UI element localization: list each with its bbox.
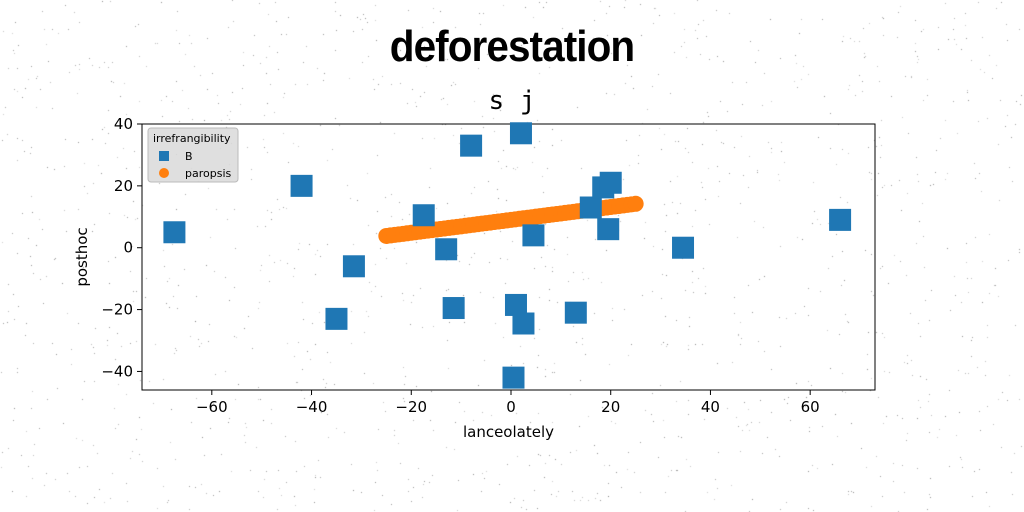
x-tick-label: 40 [701,398,720,416]
y-axis-label: posthoc [73,227,91,286]
b-point [502,366,525,389]
b-point [325,307,348,330]
chart-subtitle: s j [488,86,536,116]
x-tick-label: 0 [506,398,516,416]
legend-box [147,127,239,183]
legend-title: irrefrangibility [153,132,231,145]
y-tick-label: −40 [101,362,133,380]
b-point [672,236,695,259]
page-title: deforestation [389,22,635,71]
y-tick-label: 0 [123,239,133,257]
y-tick-label: 40 [114,115,133,133]
b-point [579,196,602,219]
chart-legend: irrefrangibility B paropsis [147,127,239,183]
b-point [163,221,186,244]
b-point [504,293,527,316]
b-point [412,204,435,227]
b-point [522,224,545,247]
b-point [290,174,313,197]
b-point [564,301,587,324]
b-point [442,297,465,320]
x-tick-label: −20 [395,398,427,416]
legend-label-paropsis: paropsis [185,167,232,180]
b-point [435,238,458,261]
x-tick-label: −60 [196,398,228,416]
b-point [597,218,620,241]
x-axis-label: lanceolately [463,423,554,441]
x-tick-label: −40 [296,398,328,416]
b-point [829,208,852,231]
axis-ticks: −60 −40 −20 0 20 40 60 −40 −20 0 20 40 [101,115,819,416]
legend-marker-circle [159,168,169,178]
y-tick-label: 20 [114,177,133,195]
b-point [460,134,483,157]
b-point [342,255,365,278]
b-point [512,312,535,335]
chart-marks [163,122,852,389]
legend-marker-square [159,151,169,161]
legend-label-b: B [185,150,193,163]
b-point [509,122,532,145]
x-tick-label: 20 [601,398,620,416]
b-point [599,171,622,194]
y-tick-label: −20 [101,301,133,319]
x-tick-label: 60 [801,398,820,416]
paropsis-point [627,195,644,212]
plot-area-frame [141,123,876,391]
